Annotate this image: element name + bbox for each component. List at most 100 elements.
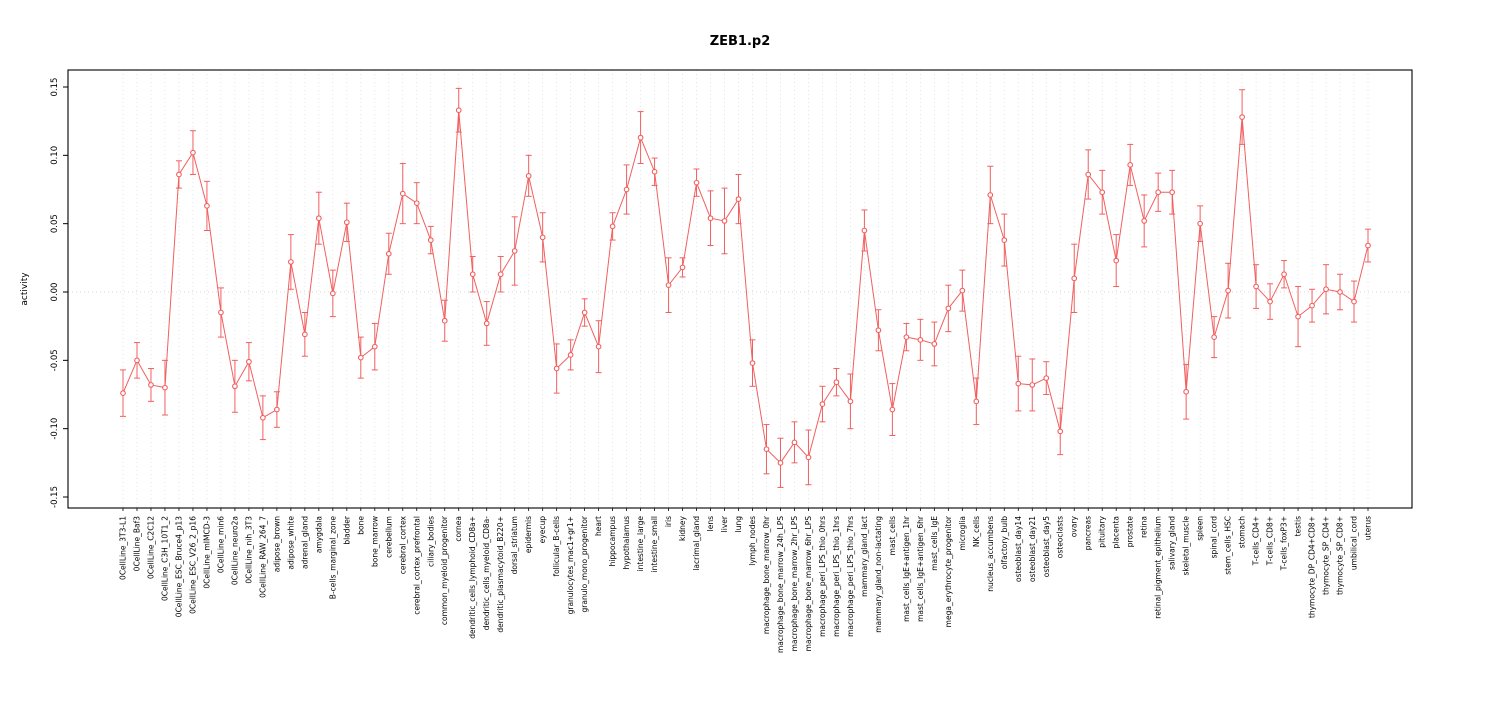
- data-point: [1365, 242, 1371, 249]
- data-point: [455, 107, 462, 114]
- x-tick-label: cerebral_cortex_prefrontal: [412, 516, 421, 615]
- data-point: [1281, 271, 1287, 278]
- data-point: [1141, 218, 1148, 224]
- y-axis-label: activity: [20, 272, 30, 306]
- data-point: [511, 248, 518, 254]
- x-tick-label: macrophage_bone_marrow_6hr_LPS: [804, 516, 813, 652]
- x-tick-label: granulocytes_mac1+gr1+: [566, 516, 575, 614]
- x-tick-label: T-cells_CD4+: [1252, 516, 1261, 566]
- data-point: [1239, 114, 1245, 120]
- data-point: [693, 179, 700, 186]
- x-tick-label: B-cells_marginal_zone: [328, 516, 337, 600]
- data-point: [329, 290, 336, 297]
- data-point: [833, 379, 840, 386]
- x-tick-label: lacrimal_gland: [692, 516, 701, 571]
- data-point: [581, 309, 588, 316]
- x-tick-label: thymocyte_SP_CD4+: [1322, 516, 1331, 595]
- x-tick-label: mast_cells_IgE+antigen_6hr: [916, 515, 925, 622]
- data-point: [679, 264, 686, 271]
- x-tick-label: dendritic_cells_lymphoid_CD8a+: [468, 516, 477, 639]
- y-tick-label: -0.10: [50, 418, 60, 440]
- data-point: [315, 215, 322, 222]
- x-tick-label: epidermis: [524, 516, 533, 553]
- data-point: [805, 454, 812, 461]
- x-tick-label: salivary_gland: [1168, 516, 1177, 570]
- x-tick-label: hippocampus: [608, 516, 617, 566]
- data-point: [1113, 257, 1120, 264]
- x-tick-label: mast_cells_IgE+antigen_1hr: [902, 515, 911, 622]
- x-tick-label: granulo_mono_progenitor: [580, 515, 589, 612]
- x-tick-label: cerebellum: [384, 516, 393, 558]
- data-point: [665, 282, 672, 289]
- x-tick-label: hypothalamus: [622, 516, 631, 570]
- x-tick-label: amygdala: [314, 516, 323, 553]
- data-point: [1085, 171, 1092, 178]
- x-tick-label: mega_erythrocyte_progenitor: [944, 515, 953, 627]
- data-point: [260, 414, 266, 421]
- x-tick-label: T-cells_CD8+: [1266, 516, 1275, 566]
- x-tick-label: uterus: [1364, 516, 1373, 540]
- x-tick-label: pituitary: [1098, 515, 1107, 547]
- x-tick-label: NK_cells: [972, 516, 981, 547]
- x-tick-label: pancreas: [1084, 516, 1093, 550]
- data-point: [1127, 162, 1134, 168]
- data-point: [246, 358, 252, 365]
- x-tick-label: stem_cells_HSC: [1224, 516, 1233, 575]
- data-point: [399, 190, 406, 197]
- data-point: [120, 390, 126, 396]
- x-tick-label: 0CellLine_ESC_V26_2_p16: [188, 516, 197, 614]
- data-point: [777, 459, 784, 466]
- x-tick-label: prostate: [1126, 516, 1135, 548]
- x-tick-label: olfactory_bulb: [1000, 516, 1009, 569]
- data-point: [525, 172, 532, 179]
- x-tick-label: nucleus_accumbens: [986, 516, 995, 592]
- x-tick-label: microglia: [958, 516, 967, 551]
- x-tick-label: 0CellLine_mIMCD-3: [202, 516, 211, 589]
- x-tick-label: mast_cells_IgE: [930, 516, 939, 571]
- data-point: [721, 218, 728, 224]
- y-tick-label: 0.15: [50, 78, 60, 97]
- data-point: [875, 327, 882, 334]
- chart-title: ZEB1.p2: [710, 34, 771, 49]
- x-tick-label: testis: [1294, 516, 1303, 536]
- x-tick-label: iris: [664, 516, 673, 527]
- x-tick-label: dendritic_plasmacytoid_B220+: [496, 516, 505, 633]
- data-point: [987, 192, 994, 198]
- x-tick-label: dendritic_cells_myeloid_CD8a-: [482, 516, 491, 631]
- data-point: [413, 200, 420, 207]
- data-point: [595, 343, 602, 350]
- x-tick-label: macrophage_peri_LPS_thio_7hrs: [846, 516, 855, 637]
- data-point: [903, 334, 910, 340]
- x-tick-label: cerebral_cortex: [398, 515, 407, 574]
- data-point: [274, 406, 280, 413]
- x-tick-label: lung: [734, 516, 743, 533]
- data-point: [819, 401, 826, 407]
- data-point: [148, 382, 154, 388]
- data-point: [791, 439, 798, 446]
- x-tick-label: mammary_gland_lact: [860, 516, 869, 597]
- data-point: [357, 354, 364, 361]
- data-point: [749, 360, 756, 366]
- data-point: [483, 320, 490, 327]
- x-tick-label: 0CellLine_Baf3: [132, 516, 141, 572]
- data-point: [1057, 428, 1064, 435]
- data-point: [302, 331, 308, 338]
- x-tick-label: heart: [594, 516, 603, 536]
- data-point: [945, 305, 952, 312]
- x-tick-label: bone: [356, 516, 365, 535]
- data-point: [651, 168, 658, 175]
- x-tick-label: adipose_brown: [272, 516, 281, 572]
- x-tick-label: mast_cells: [888, 516, 897, 555]
- x-tick-label: intestine_large: [636, 516, 645, 572]
- data-point: [204, 203, 210, 209]
- data-point: [1043, 375, 1050, 381]
- data-point: [889, 406, 896, 413]
- data-point: [1155, 189, 1162, 196]
- x-tick-label: macrophage_bone_marrow_2hr_LPS: [790, 516, 799, 652]
- x-tick-label: macrophage_bone_marrow_24h_LPS: [776, 516, 785, 653]
- y-tick-label: -0.15: [50, 486, 60, 508]
- data-point: [1323, 286, 1329, 293]
- data-point: [1211, 334, 1217, 340]
